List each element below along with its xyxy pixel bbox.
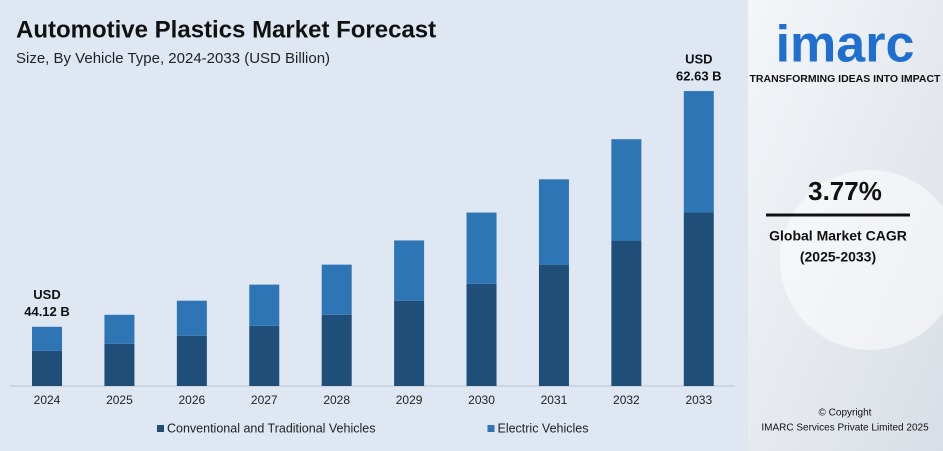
bar-segment	[176, 335, 207, 386]
x-tick-label: 2031	[541, 393, 568, 407]
copyright: IMARC Services Private Limited 2025	[761, 423, 929, 434]
x-tick-label: 2032	[613, 393, 640, 407]
legend-swatch	[157, 425, 164, 432]
tagline: TRANSFORMING IDEAS INTO IMPACT	[750, 73, 942, 85]
bar-segment	[32, 350, 63, 386]
bar-segment	[538, 264, 569, 386]
bar-segment	[394, 300, 425, 386]
bar-segment	[104, 314, 135, 344]
x-tick-label: 2026	[178, 393, 205, 407]
x-tick-label: 2027	[251, 393, 278, 407]
copyright: © Copyright	[819, 408, 872, 419]
bar-segment	[466, 283, 497, 386]
x-tick-label: 2029	[396, 393, 423, 407]
cagr-label: Global Market CAGR	[769, 228, 907, 244]
x-tick-label: 2028	[323, 393, 350, 407]
legend-label: Conventional and Traditional Vehicles	[167, 421, 375, 435]
bar-segment	[683, 91, 714, 213]
bar-segment	[611, 240, 642, 386]
bar-segment	[32, 326, 63, 351]
cagr-value: 3.77%	[808, 176, 882, 206]
logo: imarc	[776, 16, 915, 74]
total-label: 62.63 B	[676, 69, 722, 84]
bar-segment	[176, 300, 207, 336]
bar-segment	[321, 314, 352, 386]
chart-title: Automotive Plastics Market Forecast	[16, 16, 436, 43]
bar-segment	[466, 212, 497, 284]
bar-segment	[249, 325, 280, 386]
bar-segment	[249, 284, 280, 326]
bar-segment	[321, 264, 352, 315]
x-tick-label: 2025	[106, 393, 133, 407]
bar-segment	[683, 212, 714, 386]
cagr-label: (2025-2033)	[800, 249, 876, 265]
bar-segment	[538, 179, 569, 265]
chart-subtitle: Size, By Vehicle Type, 2024-2033 (USD Bi…	[16, 50, 330, 67]
bar-segment	[104, 343, 135, 386]
x-tick-label: 2033	[685, 393, 712, 407]
total-label: 44.12 B	[24, 304, 70, 319]
total-label: USD	[685, 52, 712, 67]
total-label: USD	[33, 287, 60, 302]
legend-swatch	[487, 425, 495, 432]
bar-segment	[611, 139, 642, 241]
legend-label: Electric Vehicles	[497, 421, 588, 435]
bar-segment	[394, 240, 425, 301]
x-tick-label: 2024	[34, 393, 61, 407]
x-tick-label: 2030	[468, 393, 495, 407]
